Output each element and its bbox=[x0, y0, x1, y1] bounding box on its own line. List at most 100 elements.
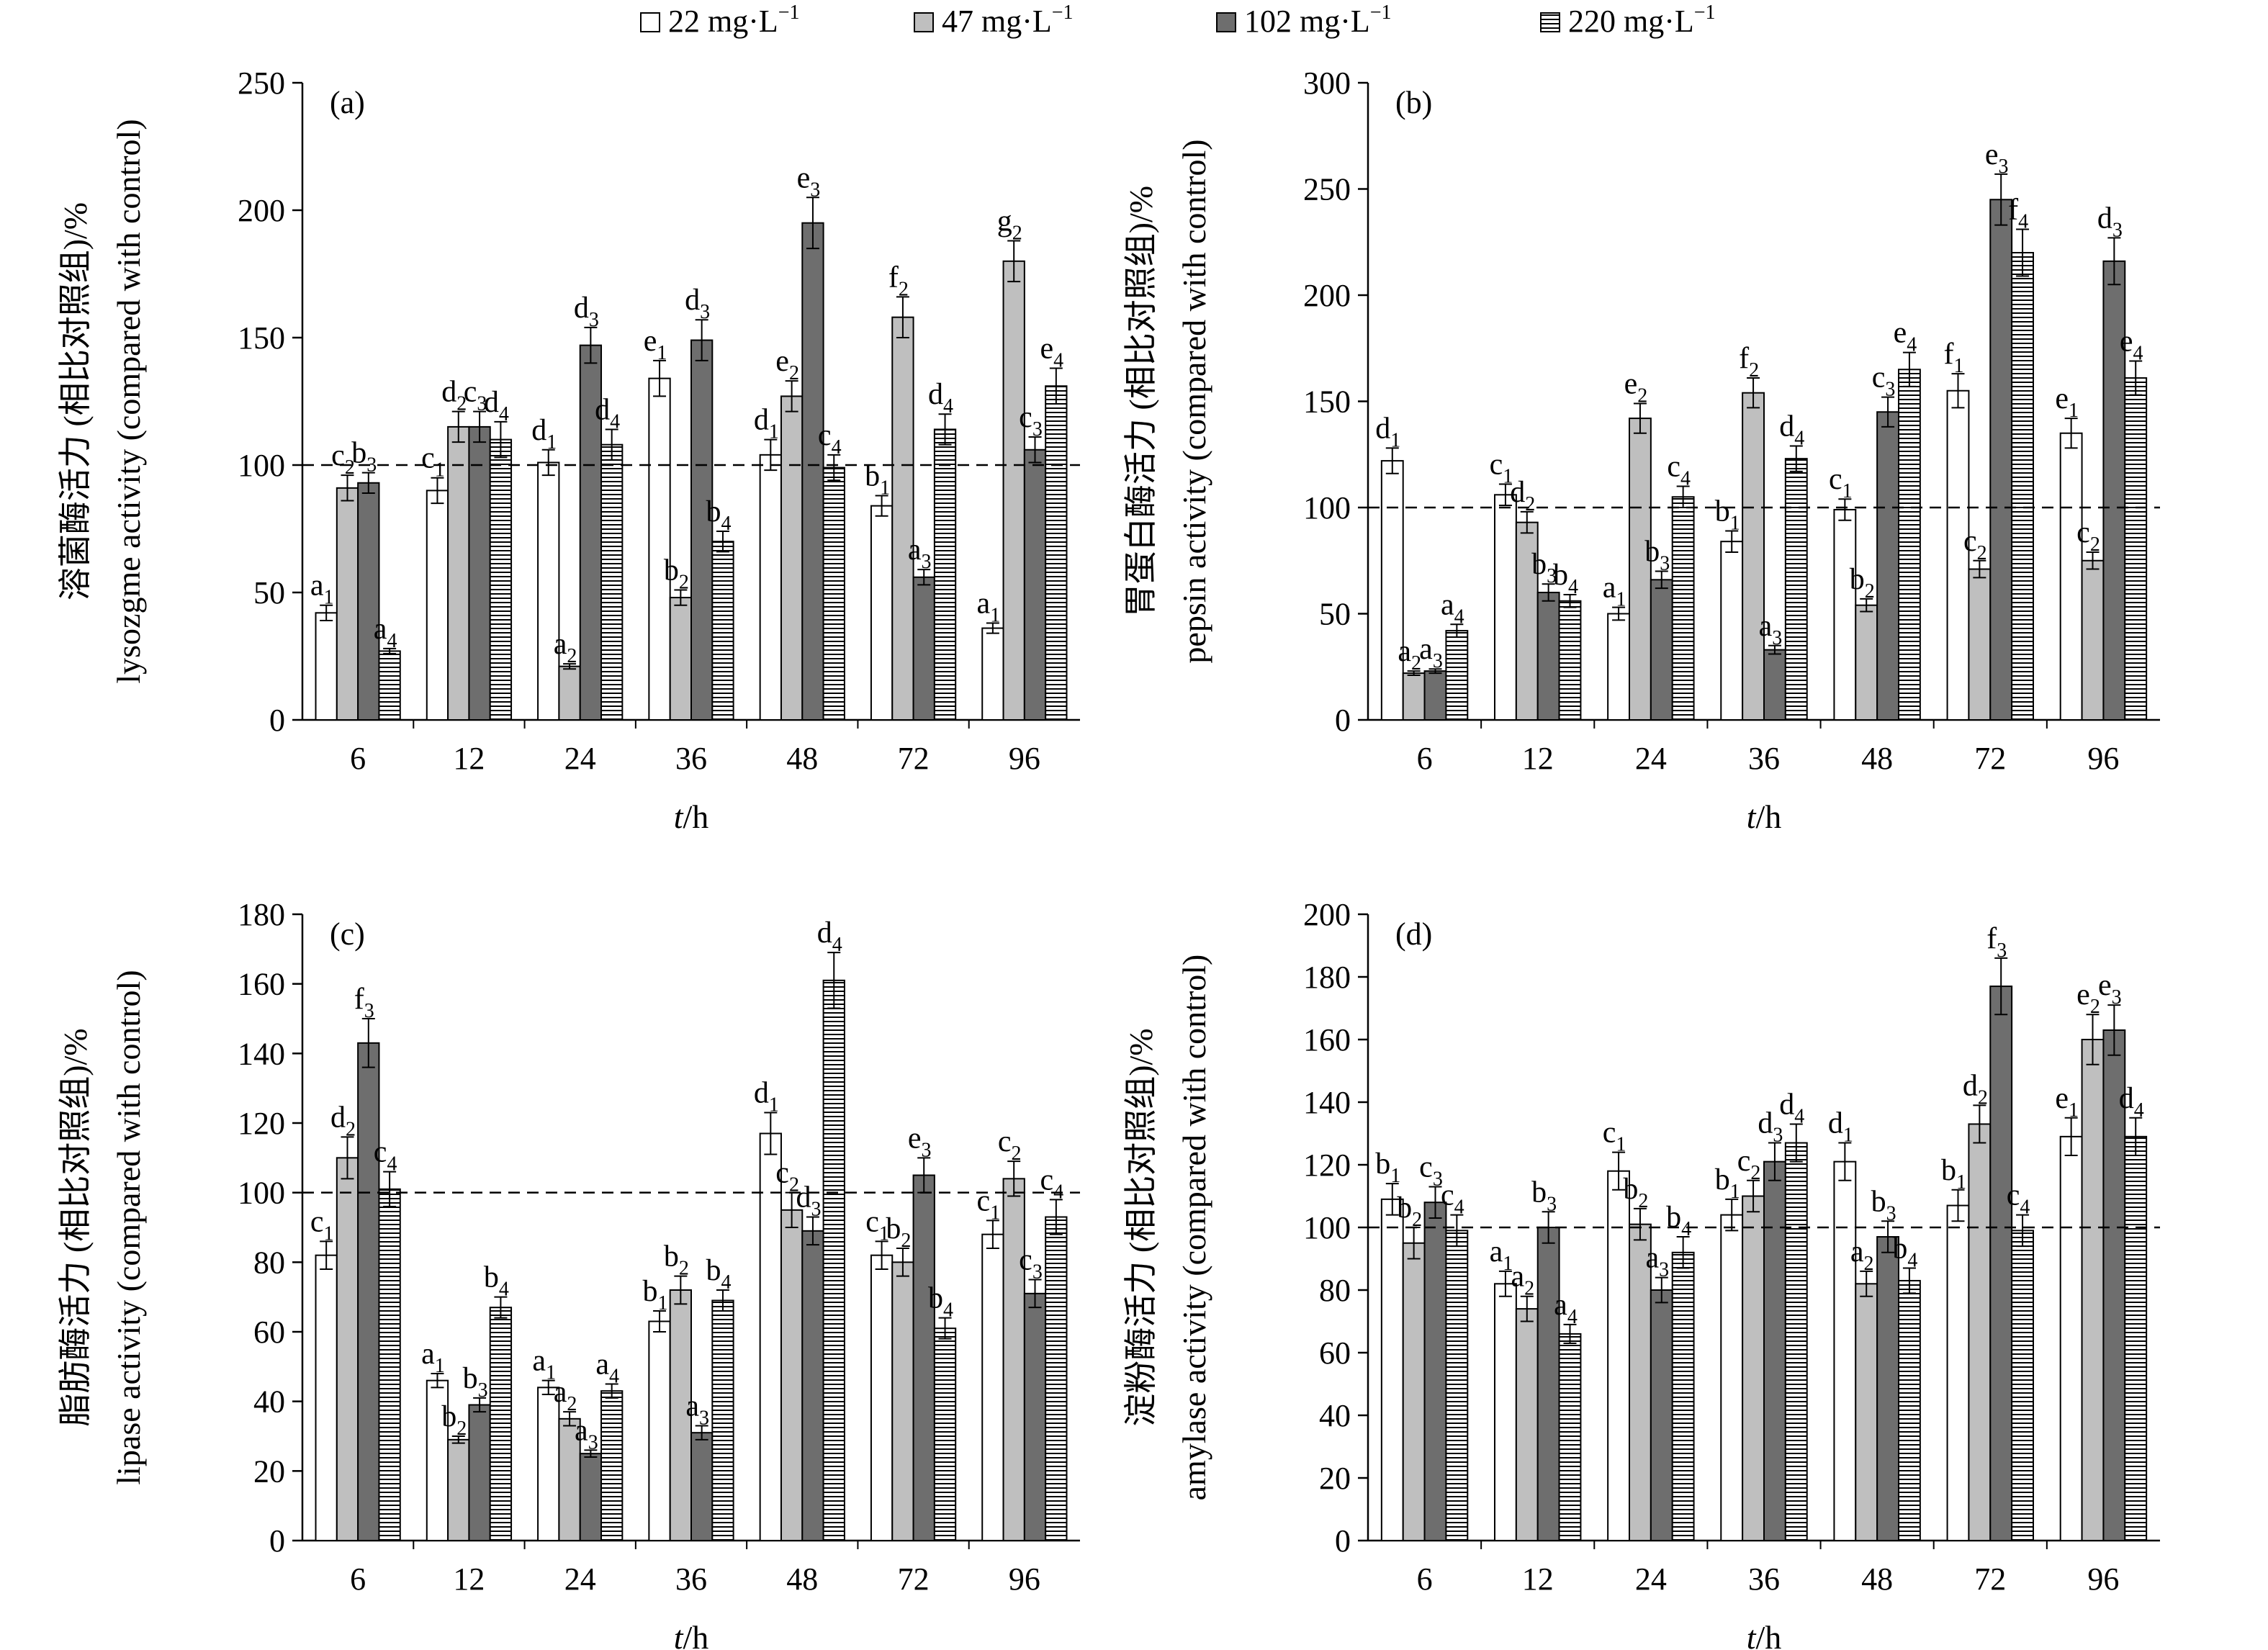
error-bar bbox=[341, 1136, 354, 1180]
error-bar bbox=[2107, 1004, 2121, 1056]
error-bar bbox=[1951, 373, 1965, 409]
bar bbox=[558, 1417, 581, 1542]
legend: 22 mg·L−1 47 mg·L−1 102 mg·L−1 220 mg·L−1 bbox=[640, 1, 1716, 39]
significance-label: d4 bbox=[1779, 410, 1804, 449]
significance-label: c2 bbox=[998, 1125, 1022, 1165]
significance-label: e3 bbox=[797, 161, 821, 201]
error-bar bbox=[1860, 1270, 1873, 1297]
bar bbox=[1833, 1160, 1857, 1541]
y-tick-label: 180 bbox=[238, 897, 285, 932]
y-tick-label: 150 bbox=[238, 320, 285, 356]
legend-swatch bbox=[1540, 12, 1560, 32]
y-tick-label: 250 bbox=[238, 66, 285, 101]
y-tick-label: 300 bbox=[1303, 66, 1351, 101]
significance-label: e4 bbox=[1894, 317, 1917, 356]
y-tick-label: 80 bbox=[1319, 1273, 1351, 1308]
bar bbox=[1402, 672, 1426, 721]
bar bbox=[870, 1254, 894, 1541]
significance-label: e3 bbox=[2098, 969, 2122, 1009]
significance-label: b1 bbox=[1941, 1154, 1966, 1194]
significance-label: c1 bbox=[1603, 1117, 1626, 1156]
error-bar bbox=[1902, 351, 1916, 387]
y-tick-label: 60 bbox=[1319, 1335, 1351, 1371]
significance-label: d3 bbox=[574, 292, 599, 331]
x-tick-label: 24 bbox=[1635, 1561, 1667, 1597]
error-bar bbox=[653, 359, 667, 397]
significance-label: e4 bbox=[2120, 325, 2143, 364]
x-axis-title: t/h bbox=[674, 798, 709, 835]
error-bar bbox=[1407, 670, 1421, 677]
panel-tag: (a) bbox=[330, 85, 365, 120]
error-bar bbox=[785, 380, 798, 412]
bar bbox=[1946, 389, 1970, 721]
chart-panel: 0 20 40 60 80 100 120 140 160 180 200 6 12 24 36 48 72 96… bbox=[1122, 897, 2160, 1650]
bar bbox=[315, 612, 338, 721]
y-tick-label: 50 bbox=[1319, 597, 1351, 632]
significance-label: b4 bbox=[706, 1254, 731, 1294]
error-bar bbox=[1049, 1199, 1063, 1235]
error-bar bbox=[2086, 551, 2100, 570]
significance-label: d1 bbox=[531, 414, 557, 454]
y-tick-label: 20 bbox=[1319, 1461, 1351, 1496]
error-bar bbox=[716, 531, 729, 553]
error-bar bbox=[875, 495, 888, 517]
error-bar bbox=[1520, 1295, 1534, 1322]
significance-label: a1 bbox=[421, 1338, 445, 1377]
error-bar bbox=[1007, 1160, 1021, 1197]
bar bbox=[558, 665, 581, 721]
y-axis-title-cn: 胃蛋白酶活力 (相比对照组)/% bbox=[1122, 186, 1159, 617]
x-tick-label: 12 bbox=[453, 1561, 485, 1597]
bar bbox=[378, 1188, 401, 1542]
panel-tag: (c) bbox=[330, 916, 365, 952]
y-tick-label: 120 bbox=[238, 1106, 285, 1141]
y-tick-label: 160 bbox=[1303, 1022, 1351, 1058]
x-tick-label: 48 bbox=[1861, 741, 1893, 776]
error-bar bbox=[1860, 598, 1873, 613]
y-tick-label: 80 bbox=[253, 1245, 285, 1280]
significance-label: b4 bbox=[484, 1261, 509, 1301]
legend-swatch bbox=[914, 12, 934, 32]
error-bar bbox=[2064, 418, 2078, 449]
x-tick-label: 24 bbox=[564, 1561, 596, 1597]
significance-label: d2 bbox=[1963, 1069, 1988, 1109]
significance-label: d1 bbox=[1375, 412, 1400, 451]
significance-label: e1 bbox=[2055, 382, 2079, 422]
significance-label: b1 bbox=[865, 459, 890, 499]
y-axis-title-cn: 脂肪酶活力 (相比对照组)/% bbox=[57, 1028, 94, 1426]
legend-label: 102 mg·L−1 bbox=[1244, 1, 1392, 39]
error-bar bbox=[827, 454, 841, 482]
y-axis-title-en: amylase activity (compared with control) bbox=[1176, 955, 1212, 1501]
error-bar bbox=[938, 413, 952, 446]
significance-label: a1 bbox=[310, 569, 334, 609]
error-bar bbox=[1881, 396, 1895, 428]
bar bbox=[1380, 1198, 1404, 1541]
x-tick-label: 72 bbox=[898, 741, 930, 776]
significance-label: e2 bbox=[2076, 978, 2100, 1018]
error-bar bbox=[541, 1379, 555, 1395]
error-bar bbox=[1633, 1207, 1647, 1241]
error-bar bbox=[320, 604, 333, 621]
bar bbox=[2059, 432, 2083, 721]
bar bbox=[1720, 1214, 1744, 1541]
error-bar bbox=[1542, 1211, 1555, 1244]
bar bbox=[537, 1387, 560, 1542]
error-bar bbox=[896, 296, 909, 338]
y-tick-label: 20 bbox=[253, 1453, 285, 1489]
error-bar bbox=[674, 589, 688, 606]
bar bbox=[378, 650, 401, 721]
bar bbox=[468, 425, 491, 721]
bar bbox=[336, 487, 359, 721]
significance-label: c3 bbox=[1872, 361, 1896, 401]
error-bar bbox=[674, 1275, 688, 1305]
bar bbox=[1045, 1216, 1068, 1541]
error-bar bbox=[764, 1112, 778, 1155]
x-tick-label: 48 bbox=[1861, 1561, 1893, 1597]
significance-label: f2 bbox=[1739, 342, 1759, 382]
bar bbox=[891, 316, 914, 721]
significance-label: b4 bbox=[1666, 1201, 1691, 1240]
x-tick-label: 48 bbox=[786, 741, 818, 776]
significance-label: c4 bbox=[1441, 1179, 1464, 1219]
error-bar bbox=[875, 1240, 888, 1270]
y-tick-label: 200 bbox=[1303, 897, 1351, 932]
